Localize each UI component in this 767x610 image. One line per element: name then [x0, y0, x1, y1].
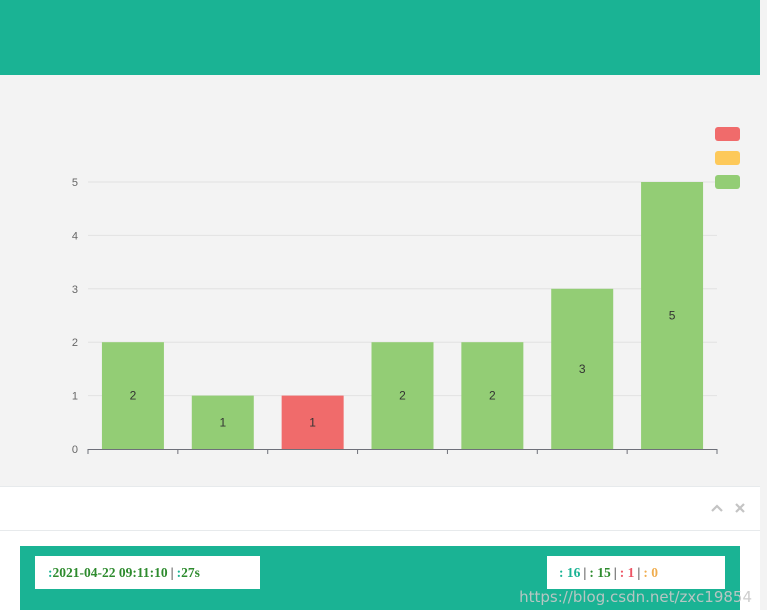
bar-value-label: 2 [489, 389, 496, 403]
duration-value: 27s [181, 564, 200, 580]
bar-value-label: 1 [309, 415, 316, 429]
panel-header [0, 487, 760, 531]
y-tick-label: 4 [72, 230, 78, 242]
result-counts-box: : 16 | : 15 | : 1 | : 0 [547, 556, 725, 589]
bar [191, 395, 254, 449]
y-tick-label: 2 [72, 337, 78, 349]
bar-value-label: 2 [399, 389, 406, 403]
bar-value-label: 3 [579, 362, 586, 376]
summary-panel: :2021-04-22 09:11:10 | :27s : 16 | : 15 … [0, 486, 760, 610]
separator: | [637, 564, 641, 580]
bar-chart-area: 0 1 2 3 4 5 2 1 1 2 2 3 5 [0, 75, 760, 485]
separator: | [170, 564, 174, 580]
close-icon[interactable] [733, 501, 746, 514]
bar [641, 182, 704, 449]
y-tick-label: 5 [72, 177, 78, 189]
separator: | [613, 564, 617, 580]
legend-swatch [715, 175, 740, 189]
bar [281, 395, 344, 449]
separator: | [583, 564, 587, 580]
start-time-value: 2021-04-22 09:11:10 [52, 564, 168, 580]
bar-value-label: 1 [219, 415, 226, 429]
y-tick-label: 0 [72, 444, 78, 456]
bar-chart: 0 1 2 3 4 5 2 1 1 2 2 3 5 [72, 127, 740, 456]
chevron-up-icon[interactable] [710, 501, 723, 514]
total-value: 16 [566, 564, 581, 580]
bar [461, 342, 524, 449]
skip-value: 0 [651, 564, 658, 580]
bar [101, 342, 164, 449]
legend-swatch [715, 151, 740, 165]
legend-swatch [715, 127, 740, 141]
bar-value-label: 5 [669, 309, 676, 323]
y-tick-label: 3 [72, 284, 78, 296]
bar-value-label: 2 [130, 389, 137, 403]
watermark: https://blog.csdn.net/zxc19854 [519, 589, 752, 606]
run-info-box: :2021-04-22 09:11:10 | :27s [35, 556, 260, 589]
summary-bar: :2021-04-22 09:11:10 | :27s : 16 | : 15 … [20, 546, 740, 610]
pass-value: 15 [597, 564, 611, 580]
watermark-line-2: https://blog.csdn.net/zxc19854 [519, 588, 752, 606]
bar [371, 342, 434, 449]
bar [551, 288, 614, 449]
y-tick-label: 1 [72, 391, 78, 403]
fail-value: 1 [627, 564, 635, 580]
report-header [0, 0, 760, 75]
panel-tools [710, 501, 746, 514]
